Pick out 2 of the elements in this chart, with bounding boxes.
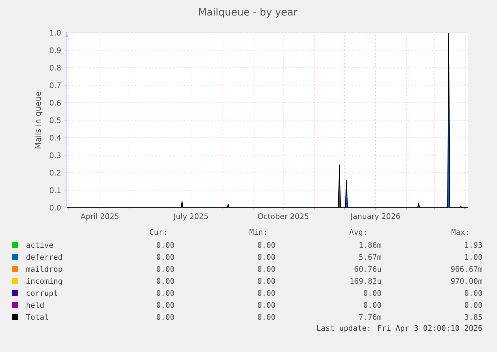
y-axis-title: Mails in queue — [34, 92, 43, 149]
chart-title: Mailqueue - by year — [199, 8, 298, 18]
